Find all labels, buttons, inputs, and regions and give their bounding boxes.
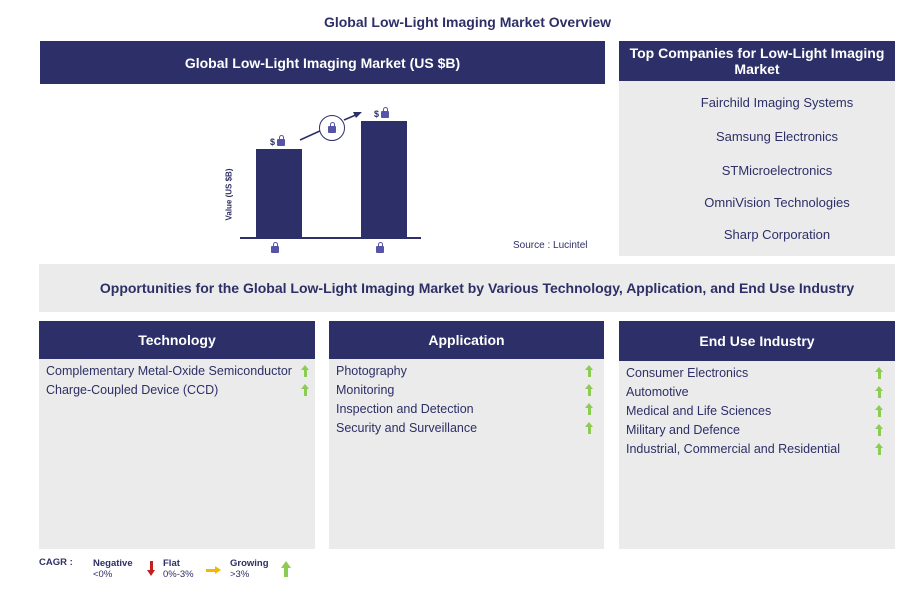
segment-item: Complementary Metal-Oxide Semiconductor [46,361,309,380]
cagr-circle [319,115,345,141]
opportunities-banner: Opportunities for the Global Low-Light I… [39,264,895,312]
segment-item: Industrial, Commercial and Residential [626,439,883,458]
technology-header: Technology [39,321,315,359]
dollar-sign: $ [270,137,276,147]
negative-arrow-icon [147,561,155,577]
growing-arrow-icon [875,423,883,436]
end-use-industry-panel: End Use Industry Consumer Electronics Au… [619,321,895,549]
lock-icon [381,107,389,118]
segment-item: Medical and Life Sciences [626,401,883,420]
growing-arrow-icon [875,385,883,398]
segment-item: Monitoring [336,380,593,399]
x-label-lock-icon [271,242,279,253]
flat-arrow-icon [206,566,222,574]
growing-arrow-icon [585,421,593,434]
lock-icon [277,135,285,146]
x-label-lock-icon [376,242,384,253]
company-item: Samsung Electronics [715,129,839,144]
segment-item: Charge-Coupled Device (CCD) [46,380,309,399]
growing-arrow-icon [585,402,593,415]
page-title: Global Low-Light Imaging Market Overview [323,14,612,30]
growing-arrow-icon [301,364,309,377]
x-axis-line [240,237,421,239]
segment-item: Security and Surveillance [336,418,593,437]
application-panel: Application Photography Monitoring Inspe… [329,321,604,549]
growing-arrow-icon [875,404,883,417]
company-item: Sharp Corporation [723,227,831,242]
segment-item: Inspection and Detection [336,399,593,418]
growing-arrow-icon [585,383,593,396]
companies-list: Fairchild Imaging Systems Samsung Electr… [619,81,895,256]
dollar-sign: $ [374,109,380,119]
segment-item: Military and Defence [626,420,883,439]
growing-arrow-icon [875,442,883,455]
technology-panel: Technology Complementary Metal-Oxide Sem… [39,321,315,549]
segment-item: Consumer Electronics [626,363,883,382]
segment-item: Photography [336,361,593,380]
source-label: Source : Lucintel [513,240,588,251]
company-item: OmniVision Technologies [704,195,850,210]
growing-arrow-icon [875,366,883,379]
application-header: Application [329,321,604,359]
companies-header: Top Companies for Low-Light Imaging Mark… [619,41,895,81]
growing-arrow-icon [281,561,291,577]
company-item: STMicroelectronics [721,163,833,178]
segment-item: Automotive [626,382,883,401]
y-axis-label: Value (US $B) [224,168,234,221]
company-item: Fairchild Imaging Systems [700,95,854,110]
bar-start-year [256,149,302,238]
legend-label: CAGR : [39,557,73,568]
growth-arrow-icon [299,112,362,141]
chart-header: Global Low-Light Imaging Market (US $B) [40,41,605,84]
legend-growing: Growing >3% [230,558,269,580]
legend-flat: Flat 0%-3% [163,558,194,580]
growing-arrow-icon [301,383,309,396]
end-use-industry-header: End Use Industry [619,321,895,361]
growing-arrow-icon [585,364,593,377]
lock-icon [328,122,336,133]
legend-negative: Negative <0% [93,558,133,580]
bar-end-year [361,121,407,238]
